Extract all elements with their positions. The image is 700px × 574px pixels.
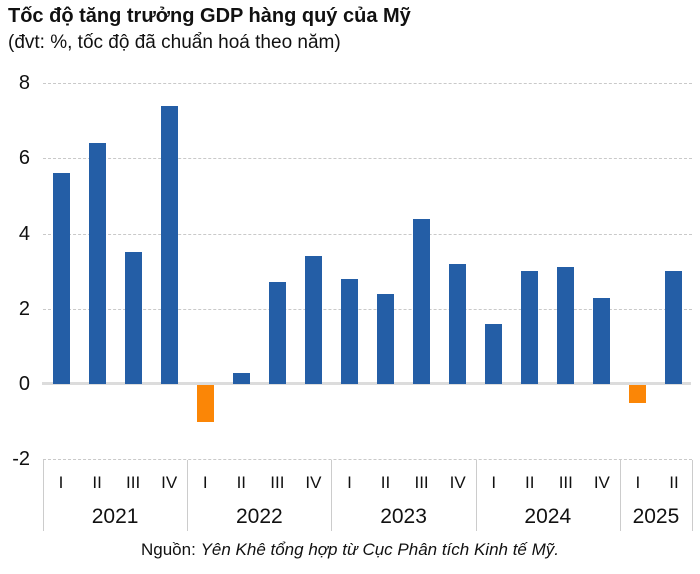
year-label-2024: 2024 — [524, 505, 572, 528]
gridline-2 — [43, 308, 692, 310]
year-separator-2021-end — [187, 459, 189, 531]
gridline-8 — [43, 83, 692, 85]
x-tick-2022-IV: IV — [305, 473, 322, 492]
bar-2021-II — [88, 143, 106, 384]
bar-2023-II — [377, 293, 395, 384]
gridline--2 — [43, 459, 692, 461]
x-tick-2023-III: III — [414, 473, 429, 492]
x-tick-2024-IV: IV — [593, 473, 610, 492]
year-label-2021: 2021 — [91, 505, 139, 528]
source-note: Nguồn: Yên Khê tổng hợp từ Cục Phân tích… — [0, 538, 700, 562]
bar-2022-I — [196, 385, 214, 422]
y-tick-label-2: 2 — [18, 297, 30, 320]
year-label-2025: 2025 — [632, 505, 680, 528]
bar-2023-I — [340, 278, 358, 384]
chart-title: Tốc độ tăng trưởng GDP hàng quý của Mỹ — [8, 5, 411, 27]
bar-2023-III — [413, 218, 431, 384]
x-tick-2021-II: II — [92, 473, 102, 492]
year-label-2023: 2023 — [380, 505, 427, 528]
bar-2025-I — [629, 385, 647, 403]
y-tick-label-8: 8 — [18, 72, 30, 95]
x-tick-2021-IV: IV — [161, 473, 178, 492]
bar-2024-I — [485, 323, 503, 384]
bar-2021-I — [52, 173, 70, 384]
year-separator-2023-end — [475, 459, 477, 531]
bar-2021-IV — [160, 105, 178, 384]
x-tick-2023-I: I — [347, 473, 352, 492]
y-tick-label-6: 6 — [18, 147, 30, 170]
x-tick-2024-I: I — [491, 473, 497, 492]
bar-2024-III — [557, 267, 575, 384]
year-separator-start — [43, 459, 44, 531]
year-separator-2024-end — [619, 459, 621, 531]
bar-2025-II — [665, 271, 683, 384]
y-tick-label--2: -2 — [12, 448, 30, 471]
y-tick-label-4: 4 — [18, 222, 30, 245]
x-tick-2021-I: I — [58, 473, 64, 492]
gridline-4 — [43, 233, 692, 235]
gridline-6 — [43, 158, 692, 160]
x-tick-2025-II: II — [669, 473, 679, 492]
source-prefix: Nguồn: — [141, 540, 196, 559]
bar-2024-IV — [593, 297, 611, 384]
x-tick-2022-III: III — [270, 473, 285, 492]
bar-2024-II — [521, 271, 539, 384]
source-text: Yên Khê tổng hợp từ Cục Phân tích Kinh t… — [200, 540, 559, 559]
bar-2022-III — [268, 282, 286, 384]
x-tick-2022-II: II — [236, 473, 247, 492]
bar-2022-IV — [304, 256, 322, 384]
x-tick-2022-I: I — [202, 473, 208, 492]
x-tick-2024-III: III — [558, 473, 573, 492]
y-tick-label-0: 0 — [18, 373, 30, 395]
chart-subtitle: (đvt: %, tốc độ đã chuẩn hoá theo năm) — [8, 32, 341, 53]
bar-2022-II — [232, 372, 250, 384]
x-tick-2023-IV: IV — [449, 473, 466, 492]
x-tick-2025-I: I — [635, 473, 641, 492]
year-label-2022: 2022 — [235, 505, 283, 528]
bar-2023-IV — [449, 263, 467, 384]
bar-2021-III — [124, 252, 142, 384]
x-tick-2024-II: II — [525, 473, 535, 492]
year-separator-2025-end — [692, 459, 693, 531]
x-tick-2021-III: III — [126, 473, 141, 492]
year-separator-2022-end — [331, 459, 333, 531]
x-tick-2023-II: II — [380, 473, 391, 492]
zero-gridline — [42, 382, 691, 385]
